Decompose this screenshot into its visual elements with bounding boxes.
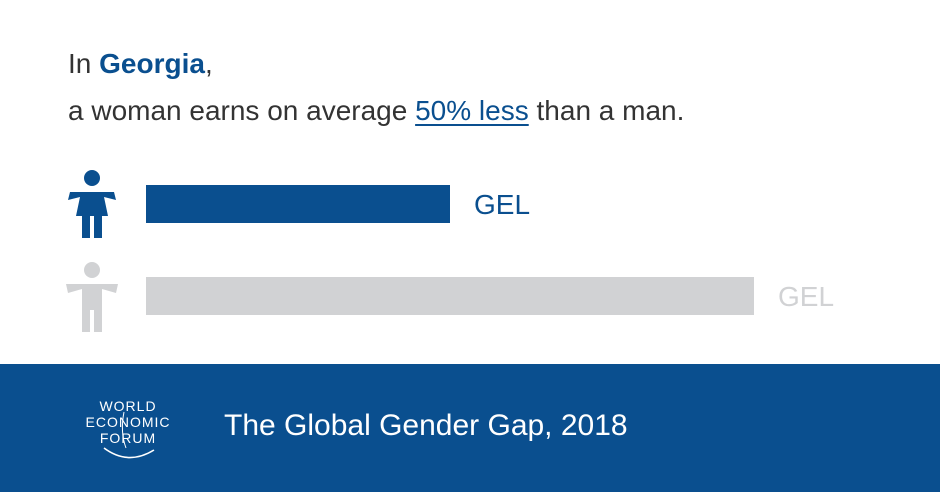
male-figure-icon: [66, 262, 118, 332]
pay-gap-link[interactable]: 50% less: [415, 95, 529, 126]
logo-line-economic: ECONOMIC: [85, 414, 171, 430]
footer-banner: [0, 364, 940, 492]
bar-woman: [146, 185, 450, 223]
headline-line-1: In Georgia,: [68, 40, 684, 87]
logo-arc-icon: [103, 411, 155, 459]
source-citation: The Global Gender Gap, 2018: [224, 409, 628, 442]
pay-gap-chart: GEL GEL: [66, 170, 834, 332]
headline-line2-suffix: than a man.: [528, 95, 685, 126]
female-figure-icon: [68, 170, 116, 238]
headline-line-2: a woman earns on average 50% less than a…: [68, 87, 684, 134]
bar-label-woman: GEL: [474, 189, 530, 220]
headline: In Georgia, a woman earns on average 50%…: [68, 40, 684, 134]
bar-man: [146, 277, 754, 315]
logo-line-world: WORLD: [99, 398, 157, 414]
bar-label-man: GEL: [778, 281, 834, 312]
headline-line2-prefix: a woman earns on average: [68, 95, 416, 126]
headline-prefix: In: [68, 48, 100, 79]
headline-suffix: ,: [204, 48, 213, 79]
country-name: Georgia: [99, 48, 205, 79]
wef-logo: WORLD ECONOMIC FORUM: [74, 398, 182, 464]
logo-line-forum: FORUM: [99, 430, 157, 446]
